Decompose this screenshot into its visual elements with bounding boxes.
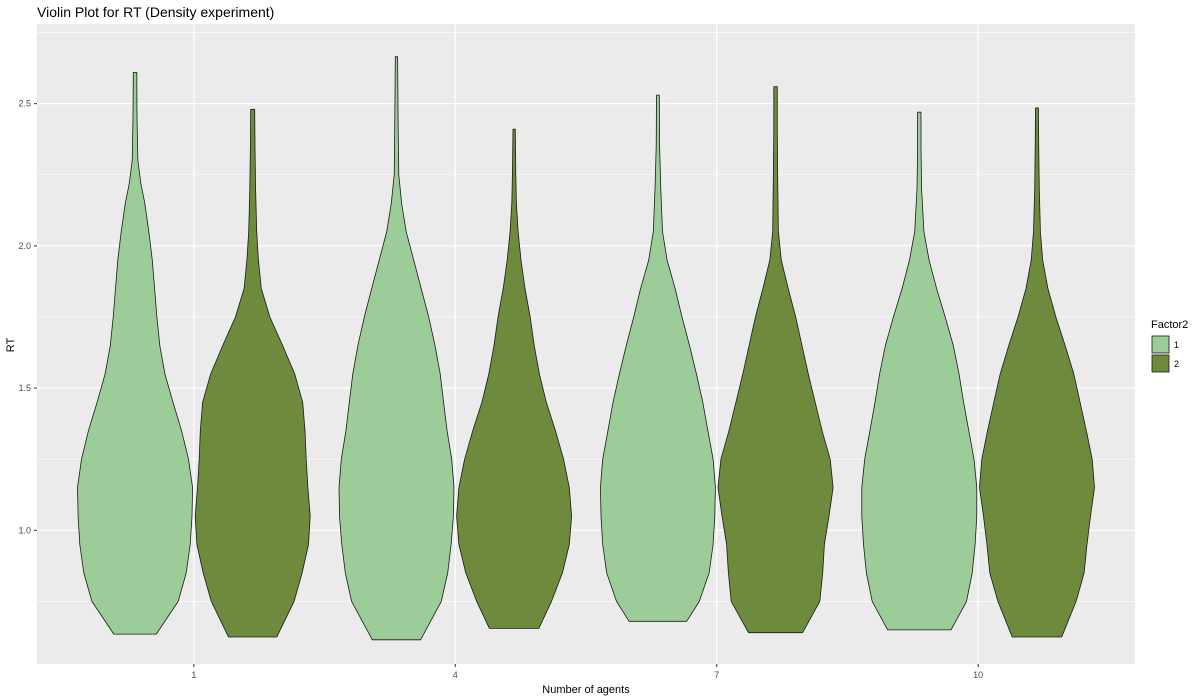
y-tick-label: 1.5 [18,383,31,393]
x-axis-title: Number of agents [542,684,630,696]
legend-title: Factor2 [1151,319,1188,331]
legend-label-1: 1 [1174,340,1179,350]
legend-key-2 [1151,354,1170,373]
y-axis: 1.0 1.5 2.0 2.5 [18,99,37,535]
y-axis-title: RT [5,337,17,352]
violin-2-4 [456,128,572,629]
legend-label-2: 2 [1174,359,1179,369]
legend: Factor2 1 2 [1151,319,1188,373]
chart-title: Violin Plot for RT (Density experiment) [37,4,274,20]
violin-1-10 [861,111,978,631]
violin-1-1 [77,72,193,635]
x-tick-label: 4 [453,670,458,680]
violin-2-1 [194,108,311,638]
y-tick-label: 2.5 [18,99,31,109]
y-tick-label: 2.0 [18,241,31,251]
x-tick-label: 1 [191,670,196,680]
violin-1-4 [338,56,455,641]
legend-key-1 [1151,335,1170,354]
x-axis: 1 4 7 10 [191,664,983,680]
y-tick-label: 1.0 [18,525,31,535]
violin-2-7 [717,86,834,634]
violin-1-7 [600,94,716,622]
violins [77,56,1095,641]
x-tick-label: 10 [973,670,983,680]
violin-2-10 [979,107,1095,638]
x-tick-label: 7 [714,670,719,680]
